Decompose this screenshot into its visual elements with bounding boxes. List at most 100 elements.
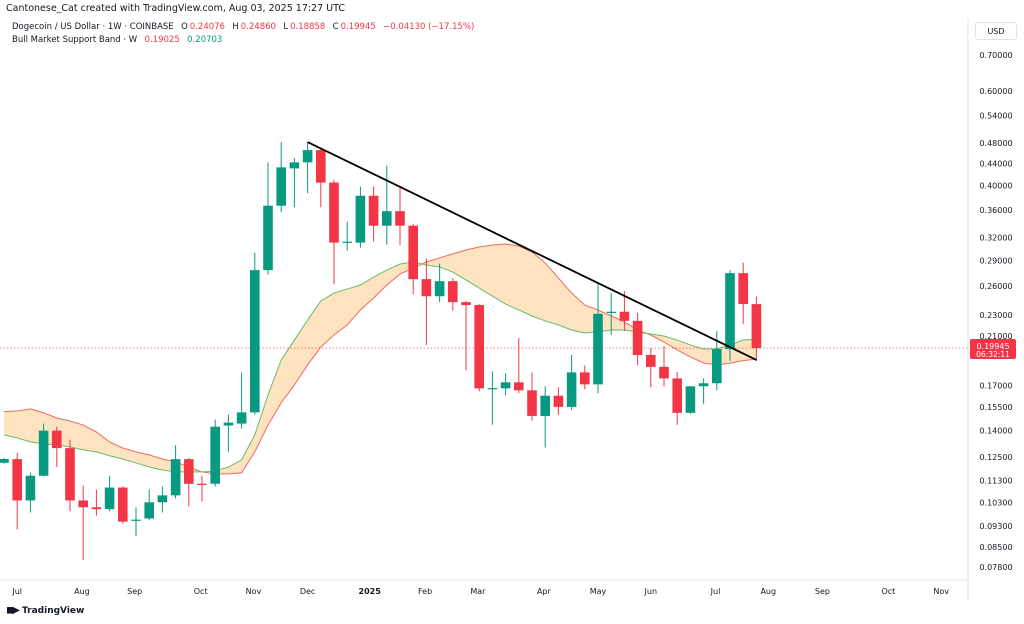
candle (527, 372, 537, 421)
candle (38, 423, 49, 477)
y-tick-label: 0.48000 (979, 139, 1012, 148)
indicator-value-2: 0.20703 (187, 35, 223, 45)
candle (302, 142, 313, 194)
candle (276, 142, 286, 213)
y-tick-label: 0.07800 (979, 563, 1012, 572)
candle-body (289, 162, 300, 169)
candle-body (632, 320, 643, 355)
candle-body (91, 507, 102, 510)
indicator-legend[interactable]: Bull Market Support Band · W 0.19025 0.2… (12, 34, 476, 47)
candle-body (434, 281, 445, 297)
candle-body (751, 304, 762, 349)
x-tick-label: Nov (246, 587, 262, 596)
candle (500, 373, 511, 396)
candle-body (355, 195, 366, 243)
candle (170, 445, 181, 499)
candle-body (38, 430, 49, 476)
candle-body (580, 372, 590, 385)
candle (738, 262, 748, 324)
y-tick-label: 0.12500 (979, 453, 1012, 462)
candle-body (276, 167, 286, 206)
candle (91, 489, 102, 516)
candle (580, 365, 590, 390)
support-band-line-2 (3, 261, 757, 473)
candle-body (210, 426, 220, 484)
candle (223, 414, 234, 453)
candle (329, 179, 339, 285)
y-tick-label: 0.40000 (979, 182, 1012, 191)
candle (210, 419, 220, 487)
candle (474, 303, 484, 392)
symbol-legend[interactable]: Dogecoin / US Dollar · 1W · COINBASE O 0.… (12, 21, 476, 34)
candle-body (118, 487, 128, 522)
candle (540, 386, 550, 448)
candle (751, 296, 762, 362)
y-tick-label: 0.32000 (979, 234, 1012, 243)
candle-body (738, 273, 748, 305)
candle-body (342, 241, 352, 243)
candle-body (236, 412, 247, 424)
candle-body (131, 519, 141, 521)
candle-body (685, 386, 696, 413)
candle (12, 453, 22, 530)
candle-body (52, 430, 62, 449)
candle-body (329, 182, 339, 243)
candle (685, 386, 696, 414)
candle-body (659, 366, 669, 379)
candle (197, 475, 207, 502)
currency-button[interactable]: USD (975, 22, 1017, 40)
y-tick-label: 0.17000 (979, 381, 1012, 390)
candle-body (12, 459, 22, 501)
y-tick-label: 0.60000 (979, 87, 1012, 96)
candle-body (448, 281, 458, 303)
tradingview-logo[interactable]: ◼▶ TradingView (6, 605, 84, 616)
candle (672, 371, 682, 426)
candle (236, 372, 247, 429)
x-tick-label: Sep (127, 587, 142, 596)
brand-name: TradingView (22, 605, 85, 616)
y-tick-label: 0.23000 (979, 311, 1012, 320)
candle (593, 284, 603, 394)
support-band-line-1 (3, 243, 757, 475)
candle-body (553, 395, 564, 407)
candle (144, 489, 154, 520)
high-value: 0.24860 (240, 22, 276, 32)
x-tick-label: Mar (470, 587, 486, 596)
candle-body (474, 305, 484, 389)
legend: Dogecoin / US Dollar · 1W · COINBASE O 0.… (12, 21, 476, 47)
candle-body (500, 382, 511, 389)
candle (0, 458, 9, 464)
candle (606, 293, 616, 336)
candle-body (395, 211, 405, 226)
high-label: H (232, 22, 239, 32)
candle-body (144, 502, 154, 519)
indicator-value-1: 0.19025 (144, 35, 180, 45)
chart-credit: Cantonese_Cat created with TradingView.c… (6, 3, 346, 14)
candle (698, 378, 709, 404)
candle-body (514, 382, 524, 391)
y-tick-label: 0.36000 (979, 206, 1012, 215)
indicator-title: Bull Market Support Band · W (12, 35, 138, 45)
x-tick-label: 2025 (359, 587, 382, 596)
candle (104, 475, 115, 512)
tradingview-logo-icon: ◼▶ (6, 605, 20, 616)
candle-body (197, 483, 207, 485)
candle (566, 354, 577, 410)
candle-body (302, 150, 313, 163)
candle-body (382, 211, 392, 226)
candle (368, 186, 379, 242)
x-tick-label: May (590, 587, 607, 596)
x-tick-label: Aug (760, 587, 776, 596)
y-tick-label: 0.29000 (979, 257, 1012, 266)
close-value: 0.19945 (340, 22, 376, 32)
candle-body (223, 422, 234, 426)
y-tick-label: 0.09300 (979, 522, 1012, 531)
candle (619, 291, 630, 332)
candle (448, 278, 458, 311)
candle (487, 371, 498, 425)
candle (632, 312, 643, 366)
candle (659, 345, 669, 387)
x-tick-label: Aug (74, 587, 90, 596)
candle-body (672, 378, 682, 413)
